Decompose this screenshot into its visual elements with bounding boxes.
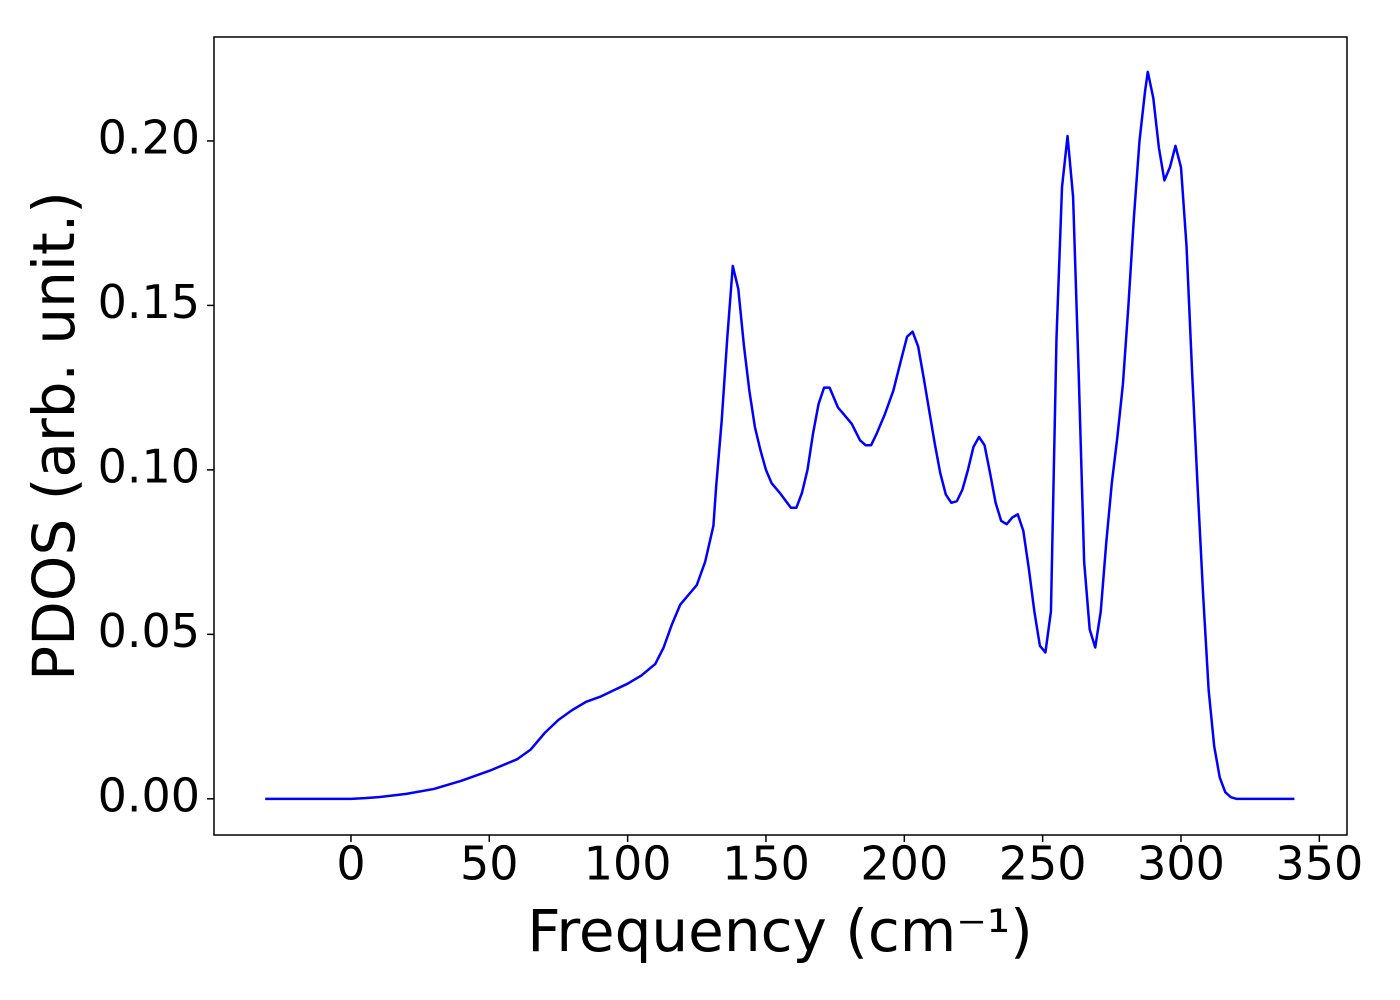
x-tick-label: 100: [584, 837, 672, 891]
y-tick-label: 0.00: [98, 768, 200, 822]
x-tick-label: 350: [1275, 837, 1363, 891]
data-line: [265, 70, 1295, 801]
y-tick-label: 0.05: [98, 604, 200, 658]
y-tick-label: 0.20: [98, 110, 200, 164]
x-tick-label: 0: [336, 837, 365, 891]
x-tick-label: 300: [1137, 837, 1225, 891]
x-tick-label: 150: [722, 837, 810, 891]
y-tick-label: 0.15: [98, 275, 200, 329]
x-tick-label: 50: [460, 837, 519, 891]
x-axis-label: Frequency (cm⁻¹): [527, 897, 1033, 965]
y-tick-label: 0.10: [98, 439, 200, 493]
plot-frame: [213, 36, 1348, 836]
x-tick-label: 200: [860, 837, 948, 891]
y-axis-label: PDOS (arb. unit.): [20, 191, 88, 681]
x-tick-label: 250: [999, 837, 1087, 891]
